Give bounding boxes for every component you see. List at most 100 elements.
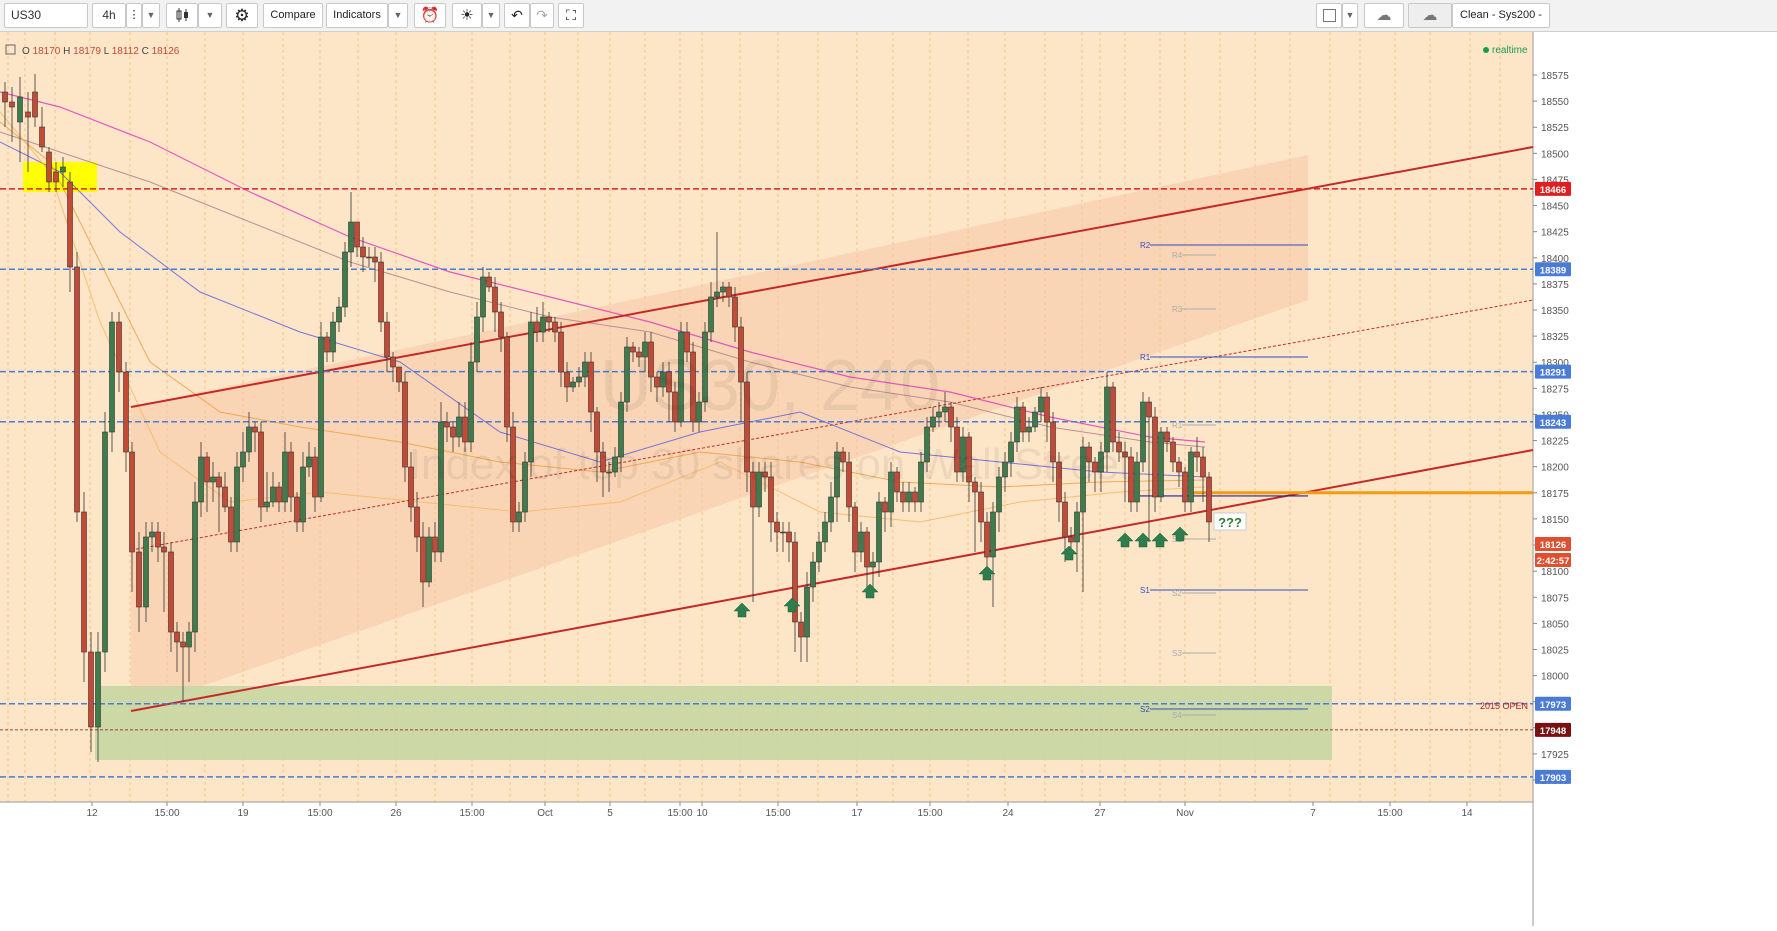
chevron-down-icon: ▼ xyxy=(393,10,403,20)
candle-body xyxy=(9,101,15,108)
candle-body xyxy=(88,651,94,728)
candle-body xyxy=(1104,386,1110,453)
candle-body xyxy=(354,221,360,248)
save-layout-button[interactable]: ☁ xyxy=(1408,3,1452,28)
indicators-button[interactable]: Indicators xyxy=(326,3,388,28)
candle-body xyxy=(696,401,702,423)
candle-body xyxy=(32,91,38,118)
price-badge-label: 18466 xyxy=(1540,185,1566,196)
candle-body xyxy=(726,286,732,298)
ideas-button[interactable]: ☀ xyxy=(452,3,482,28)
candle-body xyxy=(109,321,115,433)
candle-body xyxy=(282,451,288,503)
candle-body xyxy=(1074,511,1080,543)
candle-body xyxy=(480,276,486,318)
indicators-dropdown[interactable]: ▼ xyxy=(388,3,408,28)
candle-body xyxy=(888,471,894,513)
candle-body xyxy=(360,246,366,258)
candle-body xyxy=(1062,501,1068,538)
candle-body xyxy=(136,551,142,608)
candle-body xyxy=(1128,456,1134,503)
interval-dropdown-button[interactable]: ▼ xyxy=(142,3,160,28)
candle-body xyxy=(1008,441,1014,463)
price-chart[interactable]: R2R4R3R1R1S1S1S2S3S2S4realtimeUS30, 240I… xyxy=(0,32,1777,926)
price-badge-label: 17903 xyxy=(1540,773,1566,784)
chart-style-dropdown[interactable]: ▼ xyxy=(198,3,222,28)
snapshot-dropdown[interactable]: ▼ xyxy=(1342,3,1358,28)
candle-body xyxy=(390,356,396,368)
time-tick-label: 24 xyxy=(1002,808,1014,819)
candle-body xyxy=(102,431,108,653)
candle-body xyxy=(1086,446,1092,463)
pivot-label: R1 xyxy=(1140,353,1151,362)
support-arrow xyxy=(1060,545,1078,561)
question-box xyxy=(1213,512,1247,531)
candle-body xyxy=(564,371,570,388)
load-layout-button[interactable]: ☁ xyxy=(1364,3,1404,28)
alarm-clock-icon: ⏰ xyxy=(420,7,440,24)
compare-button[interactable]: Compare xyxy=(263,3,323,28)
price-badge xyxy=(1535,262,1571,277)
ohlc-h: 18179 xyxy=(73,46,104,57)
undo-button[interactable]: ↶ xyxy=(504,3,530,28)
snapshot-button[interactable] xyxy=(1316,3,1342,28)
candle-body xyxy=(384,321,390,358)
time-tick-label: 15:00 xyxy=(1377,808,1402,819)
layout-name-button[interactable]: Clean - Sys200 - 4H xyxy=(1452,3,1550,44)
fullscreen-button[interactable]: ⛶ xyxy=(558,3,584,28)
open-2015-label: 2015 OPEN xyxy=(1480,701,1528,711)
interval-menu-button[interactable]: ⋮ xyxy=(126,3,142,28)
candle-body xyxy=(462,416,468,443)
time-axis-background xyxy=(0,802,1533,926)
price-tick-label: 18475 xyxy=(1541,175,1569,186)
candle-body xyxy=(1158,431,1164,498)
candle-body xyxy=(762,471,768,478)
candle-body xyxy=(840,451,846,463)
candle-body xyxy=(672,391,678,423)
candle-body xyxy=(186,631,192,648)
candle-body xyxy=(504,336,510,428)
support-arrow xyxy=(1171,526,1189,542)
candle-body xyxy=(702,331,708,403)
support-arrow xyxy=(978,565,996,581)
symbol-search-input[interactable]: US30 xyxy=(4,3,88,28)
candle-body xyxy=(984,521,990,558)
chart-area[interactable]: R2R4R3R1R1S1S1S2S3S2S4realtimeUS30, 240I… xyxy=(0,32,1777,926)
pivot-label: S1 xyxy=(1140,586,1150,595)
candle-body xyxy=(1098,451,1104,473)
candle-body xyxy=(828,496,834,523)
price-tick-label: 18375 xyxy=(1541,280,1569,291)
candle-body xyxy=(648,341,654,378)
candle-body xyxy=(336,306,342,323)
candle-body xyxy=(324,336,330,353)
candle-body xyxy=(582,361,588,378)
question-label: ??? xyxy=(1218,515,1242,530)
candle-body xyxy=(972,481,978,493)
interval-select[interactable]: 4h xyxy=(92,3,126,28)
candle-body xyxy=(1170,441,1176,463)
settings-button[interactable]: ⚙ xyxy=(226,3,258,28)
collapse-legend-icon xyxy=(5,44,16,55)
candle-body xyxy=(948,406,954,428)
candle-body xyxy=(1152,416,1158,498)
time-tick-label: 27 xyxy=(1094,808,1106,819)
candle-body xyxy=(1080,446,1086,513)
candle-body xyxy=(570,381,576,388)
candle-body xyxy=(408,466,414,508)
candle-body xyxy=(318,336,324,498)
price-tick-label: 18050 xyxy=(1541,619,1569,630)
watermark-title: US30, 240 xyxy=(600,346,940,426)
candle-body xyxy=(306,456,312,468)
time-tick-label: 15:00 xyxy=(765,808,790,819)
price-axis-background xyxy=(1533,32,1777,926)
candle-body xyxy=(372,256,378,263)
candle-body xyxy=(468,361,474,443)
symbol-label: US30 xyxy=(11,8,42,22)
chart-style-button[interactable] xyxy=(166,3,198,28)
time-tick-label: Oct xyxy=(537,808,553,819)
ideas-dropdown[interactable]: ▼ xyxy=(482,3,500,28)
time-tick-label: 15:00 xyxy=(667,808,692,819)
candle-body xyxy=(1206,476,1212,523)
alert-button[interactable]: ⏰ xyxy=(414,3,446,28)
redo-button[interactable]: ↷ xyxy=(530,3,554,28)
